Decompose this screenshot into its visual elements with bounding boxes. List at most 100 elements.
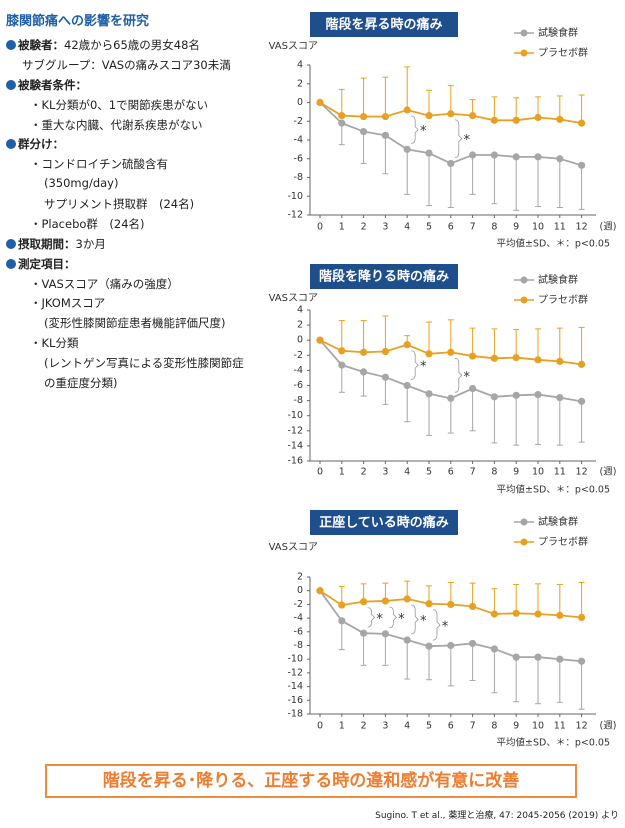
data-point [381,347,389,356]
y-tick-label: -6 [294,380,303,391]
data-point [490,393,498,401]
section-row: 被験者条件： [6,77,87,93]
section-heading: 被験者： [18,38,64,52]
y-tick-label: -12 [287,210,303,221]
data-point [403,145,411,153]
data-point [534,610,542,618]
data-point [338,361,346,369]
x-tick-label: 1 [339,467,345,478]
x-tick-label: 0 [317,721,323,732]
significance-bracket [454,119,463,158]
x-tick-label: 4 [404,721,410,732]
section-line: ・コンドロイチン硫酸含有 [30,157,168,172]
data-point [447,110,455,118]
data-point [360,348,368,356]
data-point [381,597,389,605]
y-tick-label: -8 [294,172,303,183]
y-tick-label: 2 [297,320,303,331]
data-point [381,373,389,381]
data-point [447,600,455,609]
data-point [490,354,498,362]
x-tick-label: 7 [470,721,476,732]
y-tick-label: 4 [297,305,303,316]
conclusion: 階段を昇る･降りる、正座する時の違和感が有意に改善 [45,764,577,798]
data-point [360,598,368,606]
section-line: ・Placebo群 (24名) [30,216,145,231]
data-point [512,391,520,399]
y-tick-label: -16 [287,695,303,706]
x-tick-label: 2 [361,222,367,233]
chart-title-box [310,12,458,37]
data-point [556,115,564,123]
section-row: 測定項目： [6,256,76,272]
data-point [316,587,324,595]
section-line: サブグループ：VASの痛みスコア30未満 [22,58,231,72]
data-point [403,595,411,603]
charts: 階段を昇る時の痛み試験食群プラセボ群VASスコア420-2-4-6-8-10-1… [269,12,617,749]
legend-marker [520,538,528,546]
legend-marker [520,29,528,37]
significance-mark: * [420,360,427,375]
data-point [578,613,586,622]
legend-marker [520,518,528,526]
data-point [360,127,368,136]
y-tick-label: -12 [287,667,303,678]
chart-title-box [310,264,458,289]
data-point [425,112,433,120]
x-tick-label: 9 [513,222,519,233]
x-tick-label: 11 [554,467,566,478]
x-tick-label: 4 [404,222,410,233]
section-line: ・重大な内臓、代謝系疾患がない [30,117,203,132]
note: 平均値±SD、＊：p<0.05 [497,737,610,749]
significance-mark: * [420,614,427,629]
y-axis-label: VASスコア [269,542,318,553]
data-point [338,112,346,120]
data-point [534,356,542,364]
y-tick-label: -4 [294,613,303,624]
note: 平均値±SD、＊：p<0.05 [497,484,610,496]
x-tick-label: 9 [513,467,519,478]
significance-mark: * [376,612,383,627]
y-tick-label: -6 [294,153,303,164]
study-title: 膝関節痛への影響を研究 [6,14,150,29]
bullet [6,139,16,150]
data-point [425,390,433,398]
section-heading: 被験者条件： [18,77,87,92]
data-point [556,611,564,619]
data-point [556,655,564,663]
legend-marker [520,49,528,57]
data-point [469,602,477,611]
data-point [556,357,564,365]
data-point [338,347,346,355]
significance-bracket [389,606,397,629]
section-row: 被験者：42歳から65歳の男女48名 [6,37,200,53]
x-tick-label: 8 [491,467,497,478]
significance-mark: * [464,133,471,148]
data-point [512,153,520,161]
data-point [578,360,586,368]
note: 平均値±SD、＊：p<0.05 [497,238,610,250]
legend-label: プラセボ群 [538,293,588,306]
bullet [6,258,16,269]
y-tick-label: -10 [287,410,303,421]
data-point [534,153,542,161]
data-point [512,116,520,124]
x-tick-label: 8 [491,721,497,732]
x-tick-label: 5 [426,222,432,233]
x-tick-label: 2 [361,721,367,732]
x-tick-label: 2 [361,467,367,478]
y-tick-label: -10 [287,191,303,202]
data-point [425,642,433,650]
data-point [512,653,520,661]
section-line: (レントゲン写真による変形性膝関節症 [44,355,244,370]
x-tick-label: 7 [470,467,476,478]
data-point [469,352,477,360]
data-point [360,112,368,121]
data-point [490,645,498,653]
y-tick-label: 0 [297,335,303,346]
significance-bracket [411,115,419,144]
x-unit: (週) [600,221,617,233]
data-point [316,98,324,107]
citation: Sugino. T et al., 薬理と治療, 47: 2045-2056 (… [375,811,619,821]
x-tick-label: 1 [339,721,345,732]
